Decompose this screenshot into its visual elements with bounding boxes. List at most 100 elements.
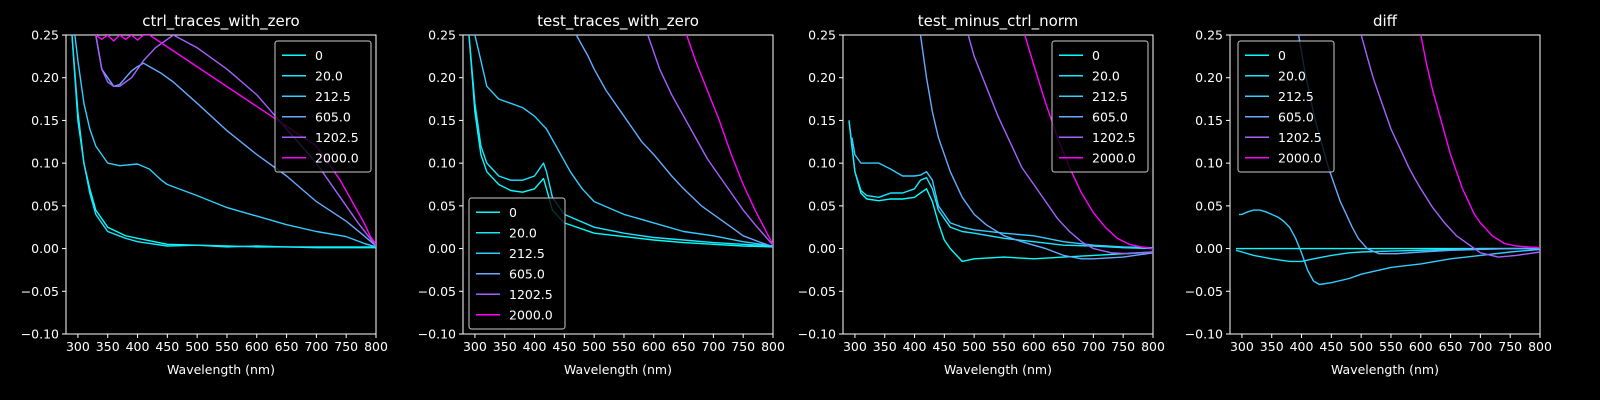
x-tick-label: 700 [1468, 339, 1492, 354]
x-tick-label: 300 [463, 339, 487, 354]
x-tick-label: 350 [1260, 339, 1284, 354]
y-tick-label: −0.05 [1185, 284, 1223, 299]
chart-panel: 300 350 400 450 500 550 600 650 700 750 800 −0.10 −0… [1185, 12, 1552, 377]
legend-label: 212.5 [1278, 89, 1314, 104]
x-tick-label: 750 [1111, 339, 1135, 354]
y-tick-label: 0.10 [31, 156, 59, 171]
series-line-1202.5 [967, 35, 1153, 255]
legend-label: 1202.5 [1092, 130, 1136, 145]
y-tick-label: 0.10 [808, 156, 836, 171]
y-tick-label: 0.20 [1195, 70, 1223, 85]
x-tick-label: 450 [552, 339, 576, 354]
chart-panel: 300 350 400 450 500 550 600 650 700 750 800 −0.10 −0… [418, 12, 785, 377]
x-tick-label: 800 [761, 339, 785, 354]
series-group [71, 35, 376, 249]
y-tick-label: 0.05 [808, 198, 836, 213]
x-tick-label: 700 [701, 339, 725, 354]
legend: 0 20.0 212.5 605.0 1202.5 2000.0 [468, 197, 566, 330]
legend-label: 605.0 [1092, 109, 1128, 124]
y-tick-label: −0.10 [418, 327, 456, 342]
series-line-212.5 [474, 35, 773, 247]
y-tick-label: 0.25 [1195, 28, 1223, 43]
series-line-2000.0 [95, 35, 376, 245]
x-tick-label: 550 [992, 339, 1016, 354]
x-tick-label: 800 [1528, 339, 1552, 354]
x-tick-label: 400 [903, 339, 927, 354]
y-tick-label: −0.10 [21, 327, 59, 342]
series-line-2000.0 [685, 35, 773, 245]
series-line-2000.0 [1024, 35, 1153, 250]
legend-label: 0 [1278, 48, 1286, 63]
legend-label: 1202.5 [1278, 130, 1322, 145]
chart-title: diff [1373, 12, 1398, 30]
y-tick-label: −0.10 [798, 327, 836, 342]
y-tick-label: 0.10 [428, 156, 456, 171]
x-tick-label: 650 [1052, 339, 1076, 354]
x-tick-label: 800 [364, 339, 388, 354]
x-tick-label: 500 [582, 339, 606, 354]
x-tick-label: 400 [523, 339, 547, 354]
legend-label: 0 [1092, 48, 1100, 63]
x-tick-label: 600 [1022, 339, 1046, 354]
x-tick-label: 300 [843, 339, 867, 354]
x-tick-label: 500 [962, 339, 986, 354]
y-tick-label: 0.15 [31, 113, 59, 128]
x-axis-label: Wavelength (nm) [564, 362, 672, 377]
legend-label: 20.0 [509, 225, 537, 240]
x-tick-label: 750 [731, 339, 755, 354]
x-tick-label: 700 [304, 339, 328, 354]
chart-panel: 300 350 400 450 500 550 600 650 700 750 800 −0.10 −0… [21, 12, 388, 377]
y-tick-label: 0.20 [428, 70, 456, 85]
y-tick-label: 0.00 [1195, 241, 1223, 256]
x-tick-label: 450 [1319, 339, 1343, 354]
y-tick-label: 0.20 [31, 70, 59, 85]
y-tick-label: 0.05 [31, 198, 59, 213]
legend-label: 0 [315, 48, 323, 63]
x-tick-label: 450 [155, 339, 179, 354]
series-line-20.0 [848, 120, 1153, 250]
legend-label: 605.0 [315, 109, 351, 124]
x-tick-label: 550 [215, 339, 239, 354]
series-line-20.0 [71, 35, 376, 248]
series-line-1202.5 [647, 35, 773, 246]
legend: 0 20.0 212.5 605.0 1202.5 2000.0 [1051, 40, 1149, 173]
y-tick-label: 0.20 [808, 70, 836, 85]
legend-label: 0 [509, 205, 517, 220]
x-tick-label: 650 [275, 339, 299, 354]
x-tick-label: 800 [1141, 339, 1165, 354]
x-tick-label: 600 [245, 339, 269, 354]
x-axis-label: Wavelength (nm) [1331, 362, 1439, 377]
legend-label: 2000.0 [509, 307, 553, 322]
x-tick-label: 750 [334, 339, 358, 354]
y-tick-label: 0.15 [808, 113, 836, 128]
x-tick-label: 750 [1498, 339, 1522, 354]
x-tick-label: 700 [1081, 339, 1105, 354]
x-tick-label: 350 [96, 339, 120, 354]
chart-title: ctrl_traces_with_zero [142, 12, 299, 31]
y-tick-label: 0.00 [31, 241, 59, 256]
series-line-605.0 [575, 35, 773, 248]
legend-label: 2000.0 [315, 150, 359, 165]
chart-title: test_minus_ctrl_norm [918, 12, 1079, 31]
legend-box [274, 40, 372, 173]
legend-label: 2000.0 [1278, 150, 1322, 165]
series-line-212.5 [74, 35, 376, 248]
y-tick-label: 0.15 [428, 113, 456, 128]
legend-box [1237, 40, 1335, 173]
series-line-212.5 [851, 137, 1153, 249]
chart-panel: 300 350 400 450 500 550 600 650 700 750 800 −0.10 −0… [798, 12, 1165, 377]
series-group [848, 35, 1153, 263]
legend-label: 212.5 [1092, 89, 1128, 104]
chart-title: test_traces_with_zero [537, 12, 699, 31]
y-tick-label: 0.05 [428, 198, 456, 213]
y-tick-label: −0.10 [1185, 327, 1223, 342]
x-tick-label: 600 [642, 339, 666, 354]
x-tick-label: 550 [1379, 339, 1403, 354]
x-tick-label: 300 [66, 339, 90, 354]
x-tick-label: 550 [612, 339, 636, 354]
x-tick-label: 400 [126, 339, 150, 354]
y-tick-label: 0.25 [428, 28, 456, 43]
legend-label: 1202.5 [509, 287, 553, 302]
x-axis-label: Wavelength (nm) [944, 362, 1052, 377]
